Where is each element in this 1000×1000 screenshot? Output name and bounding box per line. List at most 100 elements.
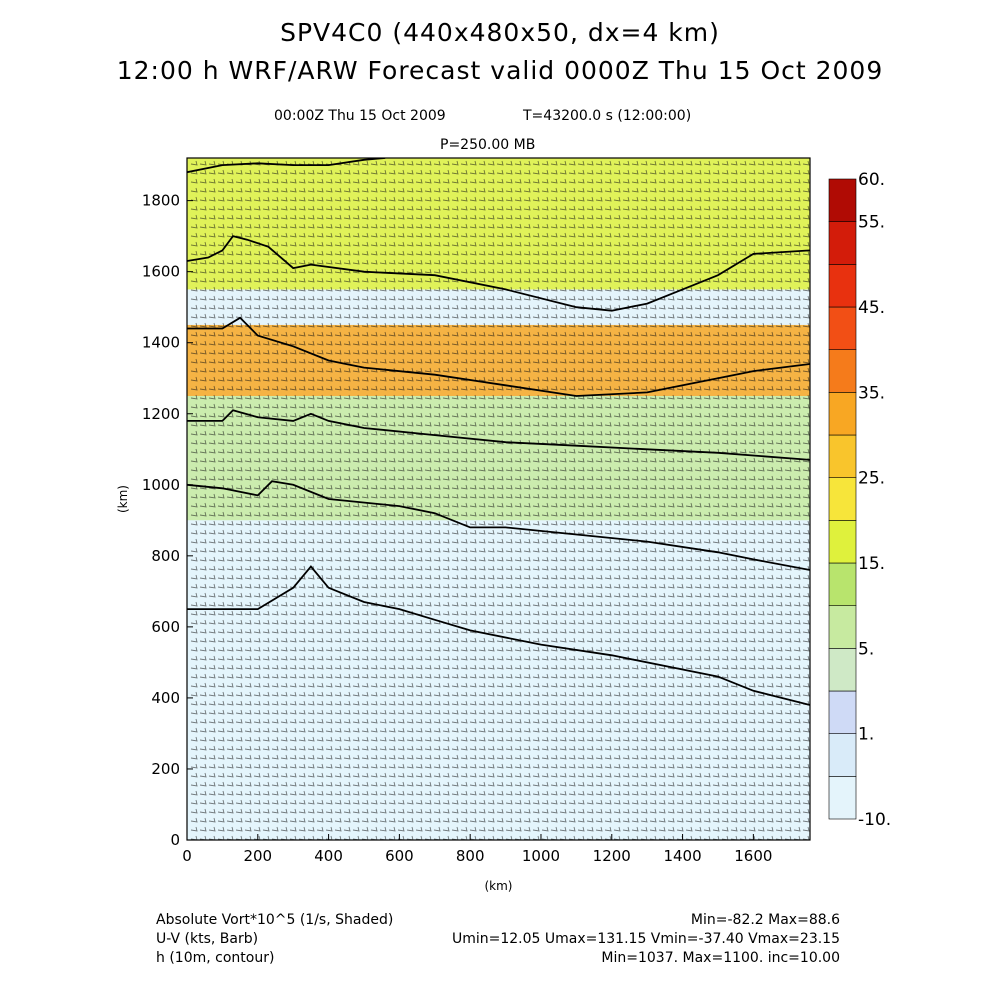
- wind-barb: [199, 169, 207, 175]
- wind-barb: [298, 790, 306, 796]
- wind-barb: [271, 673, 279, 679]
- wind-barb: [730, 556, 738, 562]
- wind-barb: [541, 376, 549, 382]
- wind-barb: [244, 178, 252, 184]
- wind-barb: [685, 160, 693, 166]
- wind-barb: [478, 790, 486, 796]
- wind-barb: [712, 385, 720, 391]
- wind-barb: [424, 493, 432, 499]
- wind-barb: [397, 403, 405, 409]
- wind-barb: [604, 394, 612, 400]
- wind-barb: [703, 187, 711, 193]
- wind-barb: [271, 268, 279, 274]
- wind-barb: [667, 358, 675, 364]
- wind-barb: [514, 763, 522, 769]
- wind-barb: [316, 358, 324, 364]
- wind-barb: [559, 277, 567, 283]
- wind-barb: [568, 421, 576, 427]
- wind-barb: [784, 214, 792, 220]
- wind-barb: [721, 709, 729, 715]
- wind-barb: [388, 448, 396, 454]
- wind-barb: [424, 421, 432, 427]
- wind-barb: [802, 655, 810, 661]
- wind-barb: [334, 736, 342, 742]
- wind-barb: [703, 664, 711, 670]
- wind-barb: [694, 709, 702, 715]
- chart-title-line2: 12:00 h WRF/ARW Forecast valid 0000Z Thu…: [116, 56, 884, 85]
- wind-barb: [595, 763, 603, 769]
- wind-barb: [532, 376, 540, 382]
- wind-barb: [397, 691, 405, 697]
- wind-barb: [370, 232, 378, 238]
- wind-barb: [307, 169, 315, 175]
- wind-barb: [685, 457, 693, 463]
- wind-barb: [649, 169, 657, 175]
- wind-barb: [262, 673, 270, 679]
- wind-barb: [253, 619, 261, 625]
- wind-barb: [640, 214, 648, 220]
- wind-barb: [460, 511, 468, 517]
- wind-barb: [649, 313, 657, 319]
- wind-barb: [199, 682, 207, 688]
- wind-barb: [793, 520, 801, 526]
- wind-barb: [586, 394, 594, 400]
- wind-barb: [775, 619, 783, 625]
- wind-barb: [388, 421, 396, 427]
- wind-barb: [613, 349, 621, 355]
- wind-barb: [757, 205, 765, 211]
- wind-barb: [658, 781, 666, 787]
- wind-barb: [424, 763, 432, 769]
- wind-barb: [550, 277, 558, 283]
- wind-barb: [676, 790, 684, 796]
- wind-barb: [613, 376, 621, 382]
- wind-barb: [469, 466, 477, 472]
- wind-barb: [721, 250, 729, 256]
- wind-barb: [739, 493, 747, 499]
- wind-barb: [595, 295, 603, 301]
- wind-barb: [631, 619, 639, 625]
- wind-barb: [307, 736, 315, 742]
- wind-barb: [235, 340, 243, 346]
- wind-barb: [271, 295, 279, 301]
- wind-barb: [631, 295, 639, 301]
- wind-barb: [559, 691, 567, 697]
- wind-barb: [307, 691, 315, 697]
- wind-barb: [604, 574, 612, 580]
- wind-barb: [424, 160, 432, 166]
- wind-barb: [478, 178, 486, 184]
- wind-barb: [379, 745, 387, 751]
- wind-barb: [208, 376, 216, 382]
- wind-barb: [298, 394, 306, 400]
- wind-barb: [442, 160, 450, 166]
- wind-barb: [244, 367, 252, 373]
- wind-barb: [640, 223, 648, 229]
- wind-barb: [631, 484, 639, 490]
- wind-barb: [217, 601, 225, 607]
- wind-barb: [631, 241, 639, 247]
- wind-barb: [487, 772, 495, 778]
- wind-barb: [271, 556, 279, 562]
- wind-barb: [442, 304, 450, 310]
- wind-barb: [496, 673, 504, 679]
- wind-barb: [766, 403, 774, 409]
- wind-barb: [649, 763, 657, 769]
- wind-barb: [604, 727, 612, 733]
- wind-barb: [784, 412, 792, 418]
- wind-barb: [190, 250, 198, 256]
- wind-barb: [793, 448, 801, 454]
- wind-barb: [748, 394, 756, 400]
- wind-barb: [244, 304, 252, 310]
- wind-barb: [442, 448, 450, 454]
- wind-barb: [622, 628, 630, 634]
- wind-barb: [550, 241, 558, 247]
- wind-barb: [370, 493, 378, 499]
- wind-barb: [550, 718, 558, 724]
- wind-barb: [208, 718, 216, 724]
- wind-barb: [208, 358, 216, 364]
- wind-barb: [379, 232, 387, 238]
- wind-barb: [568, 277, 576, 283]
- wind-barb: [298, 232, 306, 238]
- wind-barb: [280, 637, 288, 643]
- wind-barb: [460, 556, 468, 562]
- wind-barb: [523, 313, 531, 319]
